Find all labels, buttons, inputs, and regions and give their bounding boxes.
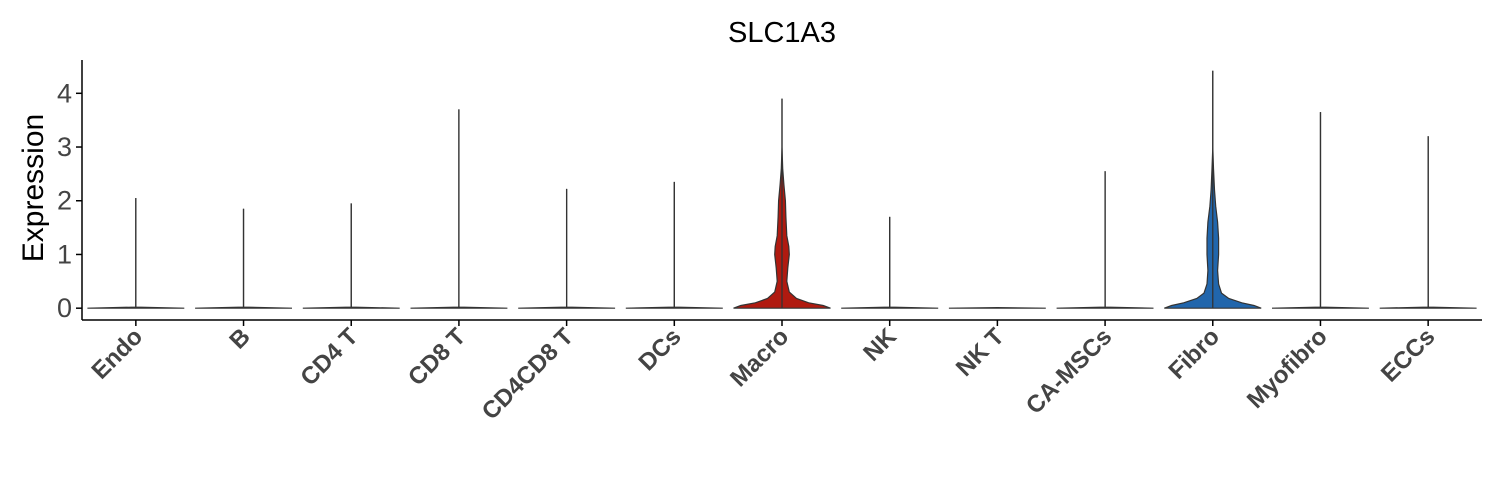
x-tick-label: Fibro [1163,323,1225,385]
x-axis-ticks: Endo B CD4 T CD8 T CD4CD8 T DCs Macro NK NK T CA-… [87,320,1440,425]
x-tick-label: CA-MSCs [1021,323,1117,419]
x-tick-label: Endo [87,323,149,385]
x-tick-label: NK [858,323,902,367]
y-tick-label: 4 [57,78,72,108]
x-tick-label: DCs [634,323,687,376]
violin-nk-t [948,306,1046,309]
x-tick-label: CD4CD8 T [477,323,579,425]
y-tick-label: 3 [57,132,72,162]
y-axis-label: Expression [17,114,50,262]
x-tick-label: CD8 T [403,323,471,391]
x-tick-label: CD4 T [295,323,363,391]
x-tick-label: B [224,323,255,354]
x-tick-label: NK T [951,323,1010,382]
x-tick-label: ECCs [1376,323,1440,387]
plot-area [87,70,1477,309]
chart-title: SLC1A3 [728,17,836,49]
y-tick-label: 2 [57,186,72,216]
x-tick-label: Macro [725,323,794,392]
x-tick-label: Myofibro [1242,323,1333,414]
y-tick-label: 1 [57,239,72,269]
y-tick-label: 0 [57,293,72,323]
y-axis-ticks: 0 1 2 3 4 [57,78,82,323]
